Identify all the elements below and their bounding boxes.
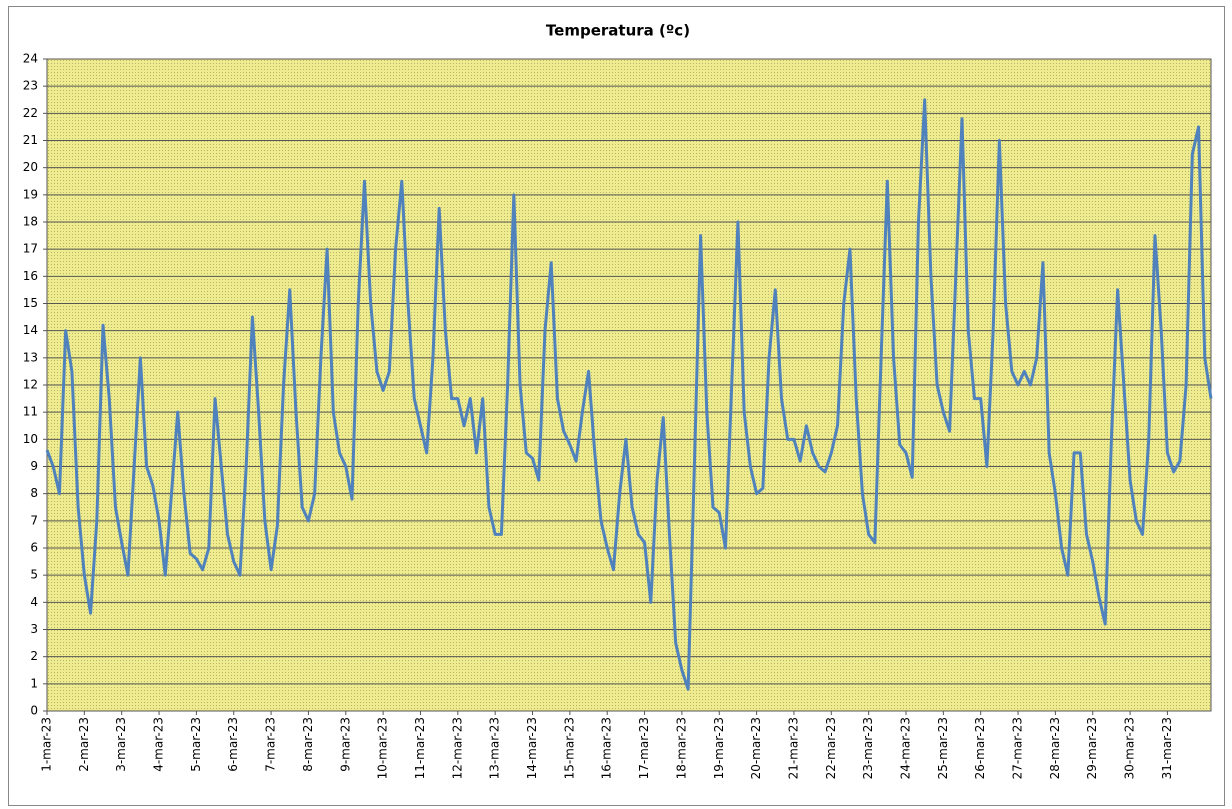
x-tick-label: 20-mar-23 [749, 717, 763, 779]
x-tick-label: 8-mar-23 [301, 717, 315, 772]
x-tick-label: 14-mar-23 [525, 717, 539, 779]
x-tick-label: 31-mar-23 [1160, 717, 1174, 779]
y-tick-label: 9 [30, 459, 38, 473]
x-tick-label: 4-mar-23 [152, 717, 166, 772]
x-tick-label: 25-mar-23 [936, 717, 950, 779]
y-tick-label: 2 [30, 649, 38, 663]
x-tick-label: 11-mar-23 [413, 717, 427, 779]
x-tick-label: 16-mar-23 [600, 717, 614, 779]
x-tick-label: 1-mar-23 [40, 717, 54, 772]
x-tick-label: 6-mar-23 [226, 717, 240, 772]
y-tick-label: 11 [23, 405, 38, 419]
y-tick-label: 14 [23, 323, 38, 337]
y-tick-label: 24 [23, 52, 38, 66]
x-tick-label: 2-mar-23 [77, 717, 91, 772]
chart-title: Temperatura (ºc) [546, 22, 690, 40]
x-tick-label: 9-mar-23 [338, 717, 352, 772]
x-tick-label: 10-mar-23 [376, 717, 390, 779]
y-tick-label: 6 [30, 541, 38, 555]
x-tick-label: 7-mar-23 [264, 717, 278, 772]
y-tick-label: 8 [30, 486, 38, 500]
y-tick-label: 23 [23, 79, 38, 93]
x-tick-label: 24-mar-23 [898, 717, 912, 779]
y-tick-label: 22 [23, 106, 38, 120]
x-tick-label: 21-mar-23 [786, 717, 800, 779]
y-tick-label: 16 [23, 269, 38, 283]
y-tick-label: 21 [23, 133, 38, 147]
x-tick-label: 28-mar-23 [1048, 717, 1062, 779]
y-tick-label: 18 [23, 215, 38, 229]
x-tick-label: 23-mar-23 [861, 717, 875, 779]
y-tick-label: 5 [30, 568, 38, 582]
y-tick-label: 15 [23, 296, 38, 310]
y-tick-label: 17 [23, 242, 38, 256]
y-tick-label: 12 [23, 378, 38, 392]
x-tick-label: 3-mar-23 [114, 717, 128, 772]
y-tick-label: 13 [23, 350, 38, 364]
y-tick-label: 1 [30, 676, 38, 690]
x-tick-label: 5-mar-23 [189, 717, 203, 772]
x-tick-label: 29-mar-23 [1085, 717, 1099, 779]
x-tick-label: 18-mar-23 [674, 717, 688, 779]
temperature-line [45, 98, 1213, 691]
x-tick-label: 26-mar-23 [973, 717, 987, 779]
y-tick-label: 20 [23, 160, 38, 174]
y-tick-label: 0 [30, 704, 38, 718]
x-tick-label: 13-mar-23 [488, 717, 502, 779]
x-tick-label: 22-mar-23 [824, 717, 838, 779]
y-tick-label: 19 [23, 187, 38, 201]
x-tick-label: 19-mar-23 [712, 717, 726, 779]
x-tick-label: 15-mar-23 [562, 717, 576, 779]
y-tick-label: 3 [30, 622, 38, 636]
x-tick-label: 27-mar-23 [1011, 717, 1025, 779]
y-tick-label: 7 [30, 513, 38, 527]
x-tick-label: 17-mar-23 [637, 717, 651, 779]
y-tick-label: 4 [30, 595, 38, 609]
y-tick-label: 10 [23, 432, 38, 446]
x-tick-label: 30-mar-23 [1123, 717, 1137, 779]
x-tick-label: 12-mar-23 [450, 717, 464, 779]
